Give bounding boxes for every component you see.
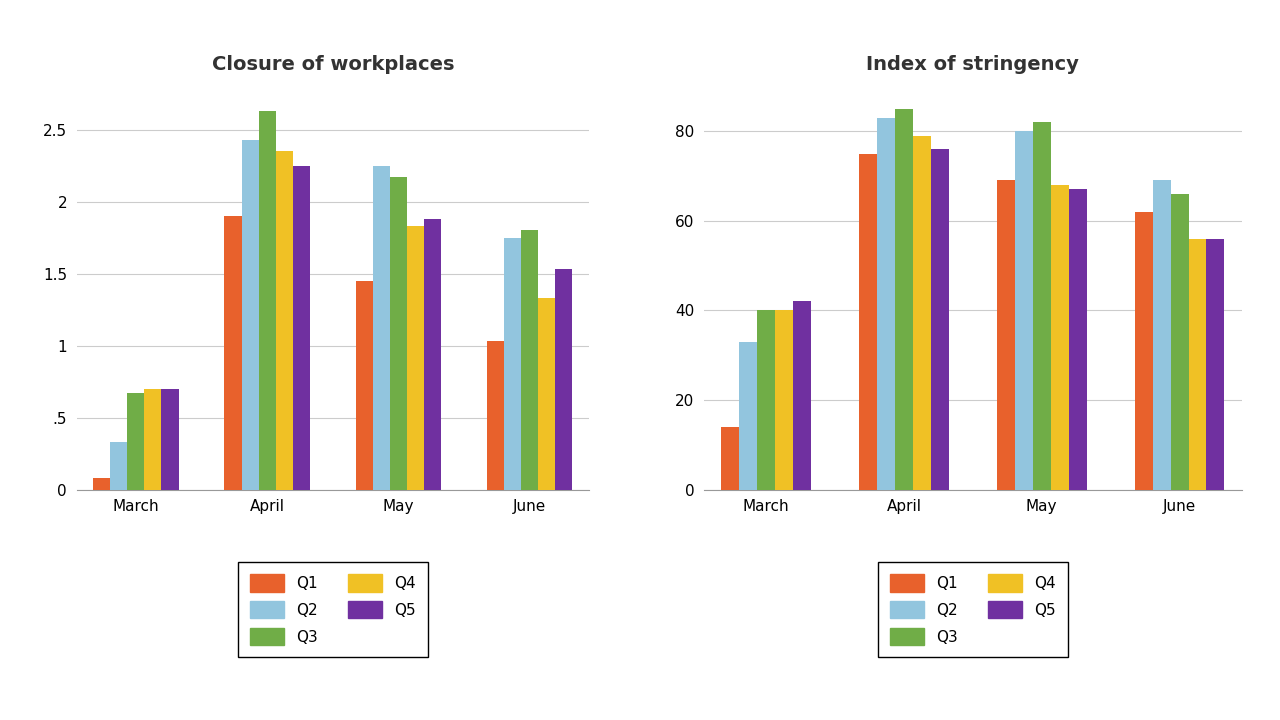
- Bar: [1015, 131, 1033, 490]
- Bar: [275, 151, 293, 490]
- Bar: [145, 389, 161, 490]
- Bar: [127, 393, 145, 490]
- Bar: [521, 230, 539, 490]
- Bar: [539, 298, 556, 490]
- Bar: [293, 166, 310, 490]
- Bar: [859, 153, 877, 490]
- Title: Index of stringency: Index of stringency: [867, 55, 1079, 73]
- Bar: [739, 342, 756, 490]
- Bar: [161, 389, 178, 490]
- Bar: [504, 238, 521, 490]
- Bar: [356, 281, 372, 490]
- Bar: [895, 109, 913, 490]
- Bar: [1051, 185, 1069, 490]
- Bar: [913, 135, 931, 490]
- Bar: [407, 226, 424, 490]
- Bar: [931, 149, 948, 490]
- Bar: [792, 302, 810, 490]
- Bar: [1189, 239, 1207, 490]
- Legend: Q1, Q2, Q3, Q4, Q5: Q1, Q2, Q3, Q4, Q5: [878, 562, 1068, 657]
- Bar: [110, 442, 127, 490]
- Bar: [1135, 212, 1153, 490]
- Bar: [224, 216, 242, 490]
- Bar: [877, 118, 895, 490]
- Bar: [997, 181, 1015, 490]
- Bar: [424, 219, 442, 490]
- Bar: [774, 310, 792, 490]
- Bar: [372, 166, 390, 490]
- Bar: [242, 140, 259, 490]
- Bar: [556, 269, 572, 490]
- Legend: Q1, Q2, Q3, Q4, Q5: Q1, Q2, Q3, Q4, Q5: [238, 562, 428, 657]
- Bar: [259, 111, 275, 490]
- Bar: [390, 177, 407, 490]
- Bar: [488, 341, 504, 490]
- Bar: [1069, 189, 1087, 490]
- Bar: [1171, 194, 1189, 490]
- Bar: [1033, 122, 1051, 490]
- Bar: [756, 310, 774, 490]
- Title: Closure of workplaces: Closure of workplaces: [211, 55, 454, 73]
- Bar: [1153, 181, 1171, 490]
- Bar: [1207, 239, 1225, 490]
- Bar: [721, 427, 739, 490]
- Bar: [93, 478, 110, 490]
